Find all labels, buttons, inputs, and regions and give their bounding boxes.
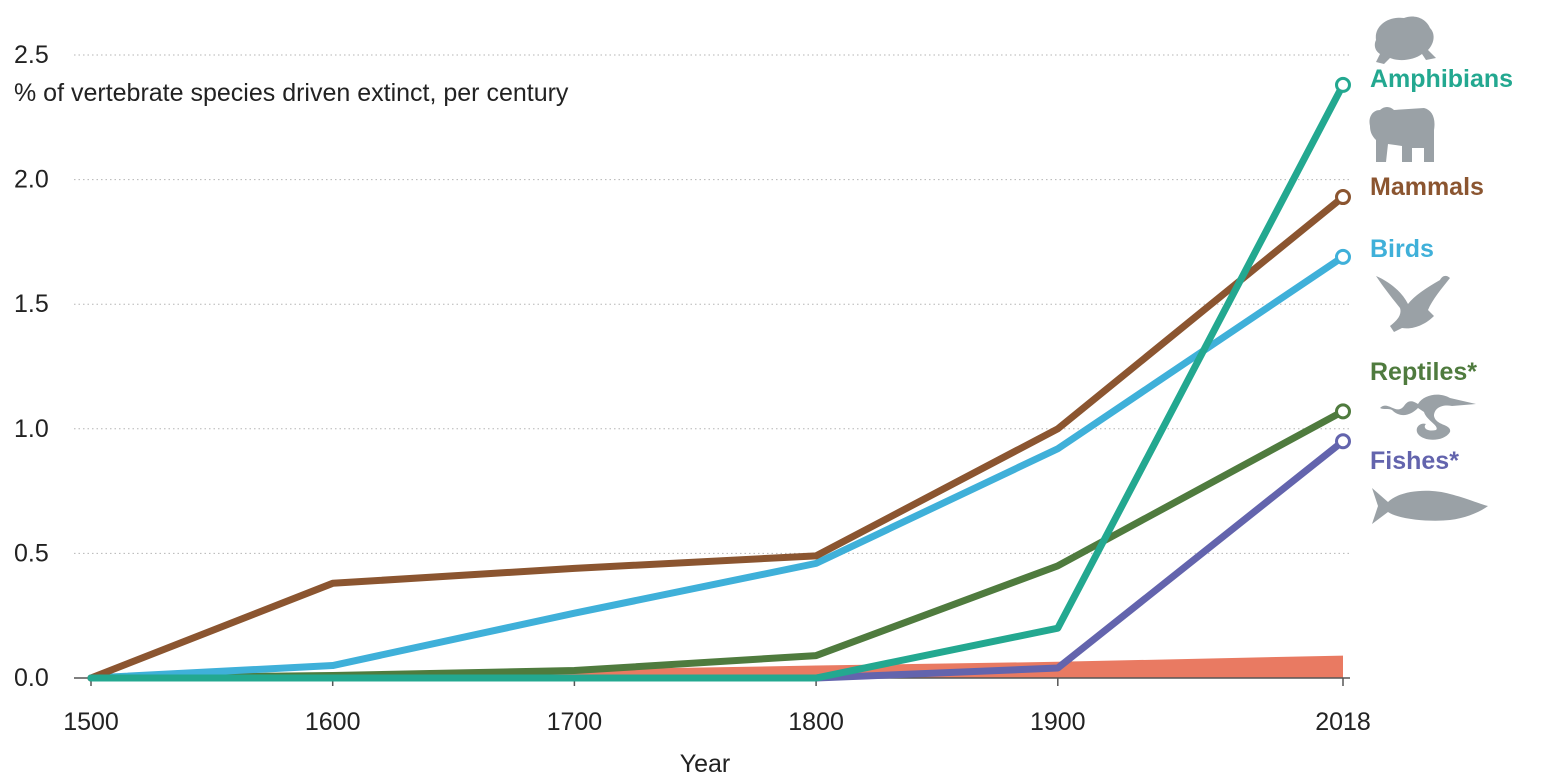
snake-icon	[1380, 394, 1476, 440]
x-axis-title: Year	[680, 750, 731, 777]
series-line-mammals	[87, 193, 1347, 682]
gridlines	[74, 54, 1350, 554]
y-tick-label: 1.5	[14, 290, 49, 318]
axes: 0.0 0.5 1.0 1.5 2.0 2.5 % of vertebrate specie…	[14, 41, 1371, 777]
y-tick-label: 0.0	[14, 664, 49, 692]
series-label-reptiles: Reptiles*	[1370, 358, 1477, 386]
y-tick-label: 1.0	[14, 415, 49, 443]
x-tick-label: 1600	[305, 708, 361, 736]
series-lines	[87, 76, 1351, 682]
x-tick-label: 1500	[63, 708, 119, 736]
end-marker-amphibians	[1335, 76, 1351, 93]
series-labels: Amphibians Mammals Birds Reptiles* Fishes*	[1370, 65, 1513, 475]
y-tick-label: 0.5	[14, 539, 49, 567]
bear-icon	[1369, 107, 1435, 162]
series-line-amphibians	[87, 81, 1347, 682]
x-tick-label: 1800	[788, 708, 844, 736]
series-line-reptiles	[87, 407, 1347, 682]
series-label-amphibians: Amphibians	[1370, 65, 1513, 93]
end-marker-reptiles	[1335, 403, 1351, 420]
y-tick-label: 2.0	[14, 166, 49, 194]
end-marker-birds	[1335, 248, 1351, 265]
series-line-birds	[87, 253, 1347, 682]
y-tick-label: 2.5	[14, 41, 49, 69]
series-label-mammals: Mammals	[1370, 173, 1484, 201]
x-tick-label: 1700	[547, 708, 603, 736]
series-label-birds: Birds	[1370, 235, 1434, 263]
fish-icon	[1372, 488, 1488, 524]
end-marker-fishes	[1335, 433, 1351, 450]
x-tick-label: 1900	[1030, 708, 1086, 736]
frog-icon	[1374, 16, 1436, 64]
x-tick-label: 2018	[1315, 708, 1371, 736]
end-marker-mammals	[1335, 189, 1351, 206]
y-axis-title: % of vertebrate species driven extinct, …	[14, 79, 569, 107]
eagle-icon	[1376, 275, 1450, 332]
series-label-fishes: Fishes*	[1370, 447, 1459, 475]
